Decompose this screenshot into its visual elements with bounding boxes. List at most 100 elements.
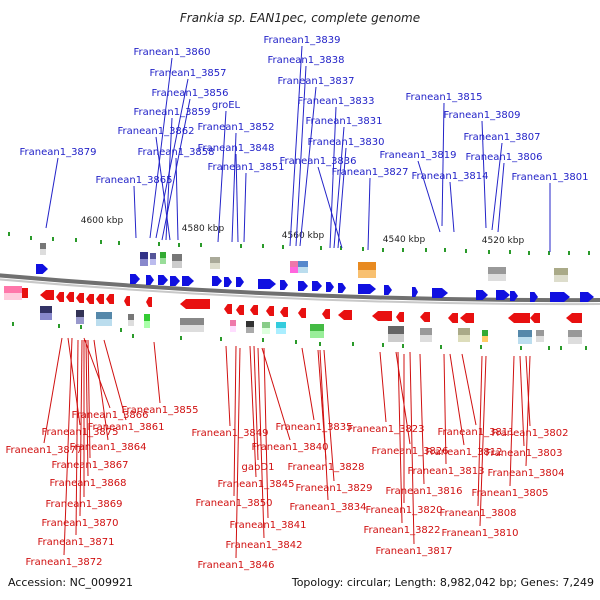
bottom-gene-label: Franean1_3869 (45, 499, 122, 510)
scale-tick (509, 250, 511, 254)
top-label-leader (367, 177, 371, 251)
bottom-gene-label: Franean1_3861 (87, 422, 164, 433)
top-gene-labels: Franean1_3860 Franean1_3857 Franean1_3856 F… (19, 35, 589, 252)
scale-tick (568, 251, 570, 255)
forward-gene-arrow (158, 275, 168, 285)
feature-box (554, 268, 568, 282)
bottom-label-leader (263, 347, 269, 519)
bottom-label-leader (153, 341, 161, 404)
forward-gene-arrow (236, 277, 244, 287)
reverse-gene-arrow (396, 312, 404, 322)
bottom-label-leader (249, 345, 257, 478)
bottom-label-leader (75, 339, 79, 536)
bottom-gene-label: Franean1_3835 (275, 422, 352, 433)
top-gene-label: Franean1_3837 (277, 76, 354, 87)
top-gene-label: Franean1_3806 (465, 152, 542, 163)
feature-box (180, 318, 204, 332)
reverse-gene-arrow (322, 309, 330, 319)
bottom-gene-label: Franean1_3872 (25, 557, 102, 568)
bottom-label-leader (461, 353, 477, 426)
scale-tick (382, 343, 384, 347)
scale-tick (488, 250, 490, 254)
scale-tick (118, 241, 120, 245)
top-label-leader (235, 153, 239, 243)
feature-box (482, 330, 488, 342)
scale-tick (319, 342, 321, 346)
bottom-gene-label: Franean1_3805 (471, 488, 548, 499)
scale-tick (528, 251, 530, 255)
feature-box (140, 252, 148, 266)
feature-box (230, 320, 236, 332)
scale-label: 4560 kbp (282, 231, 325, 241)
bottom-label-leader (319, 349, 329, 501)
scale-tick (440, 345, 442, 349)
top-gene-label: Franean1_3862 (117, 126, 194, 137)
reverse-gene-arrow (250, 305, 258, 315)
scale-tick (425, 248, 427, 252)
forward-gene-arrow (580, 292, 594, 302)
bottom-label-leader (509, 355, 515, 487)
accession-label: Accession: NC_009921 (8, 576, 133, 589)
bottom-label-leader (379, 351, 387, 423)
bottom-gene-label: Franean1_3834 (289, 502, 366, 513)
forward-gene-arrow (510, 291, 518, 301)
scale-ticks (8, 232, 590, 350)
reverse-gene-arrow (460, 313, 474, 323)
bottom-label-leader (323, 349, 335, 482)
top-gene-label: Franean1_3836 (279, 156, 356, 167)
scale-tick (12, 322, 14, 326)
reverse-gene-arrow (96, 294, 104, 304)
forward-gene-arrow (412, 287, 418, 297)
bottom-gene-label: Franean1_3866 (71, 410, 148, 421)
bottom-label-leader (79, 339, 83, 517)
reverse-gene-arrow (448, 313, 458, 323)
forward-gene-arrow (212, 276, 222, 286)
forward-gene-arrow (530, 292, 538, 302)
reverse-gene-arrow (86, 294, 94, 304)
forward-gene-arrow (224, 277, 232, 287)
feature-box (210, 257, 220, 269)
bottom-gene-label: Franean1_3877 (5, 445, 82, 456)
scale-tick (262, 338, 264, 342)
scale-tick (402, 344, 404, 348)
feature-box (276, 322, 286, 334)
scale-tick (465, 249, 467, 253)
genome-summary: Topology: circular; Length: 8,982,042 bp… (291, 576, 594, 589)
feature-box (568, 330, 582, 344)
forward-gene-arrow (358, 284, 376, 294)
bottom-gene-label: Franean1_3803 (485, 448, 562, 459)
feature-box (290, 261, 298, 273)
bottom-gene-label: Franean1_3823 (347, 424, 424, 435)
reverse-gene-arrow (372, 311, 392, 321)
bottom-label-leader (225, 345, 231, 427)
bottom-gene-label: Franean1_3846 (197, 560, 274, 571)
feature-box (76, 310, 84, 324)
scale-tick (30, 236, 32, 240)
top-label-leader (329, 106, 337, 249)
scale-tick (180, 336, 182, 340)
top-gene-label: Franean1_3809 (443, 110, 520, 121)
forward-genes (36, 264, 594, 302)
bottom-label-leader (525, 355, 531, 427)
scale-tick (262, 244, 264, 248)
bottom-label-leader (477, 355, 483, 507)
forward-gene-arrow (496, 290, 510, 300)
scale-label: 4600 kbp (81, 216, 124, 226)
top-gene-label: Franean1_3851 (207, 162, 284, 173)
bottom-label-leader (519, 355, 525, 447)
forward-gene-arrow (258, 279, 276, 289)
scale-label: 4520 kbp (482, 236, 525, 246)
reverse-gene-arrow (508, 313, 530, 323)
reverse-gene-arrow (566, 313, 582, 323)
scale-tick (58, 324, 60, 328)
bottom-label-leader (235, 347, 241, 559)
top-label-leader (441, 102, 445, 227)
feature-box (310, 324, 324, 338)
feature-boxes (4, 243, 582, 344)
bottom-label-leader (63, 337, 73, 556)
top-gene-label: Franean1_3852 (197, 122, 274, 133)
forward-gene-arrow (36, 264, 48, 274)
genome-backbone (0, 273, 600, 303)
reverse-gene-arrow (40, 290, 54, 300)
top-label-leader (317, 166, 343, 249)
